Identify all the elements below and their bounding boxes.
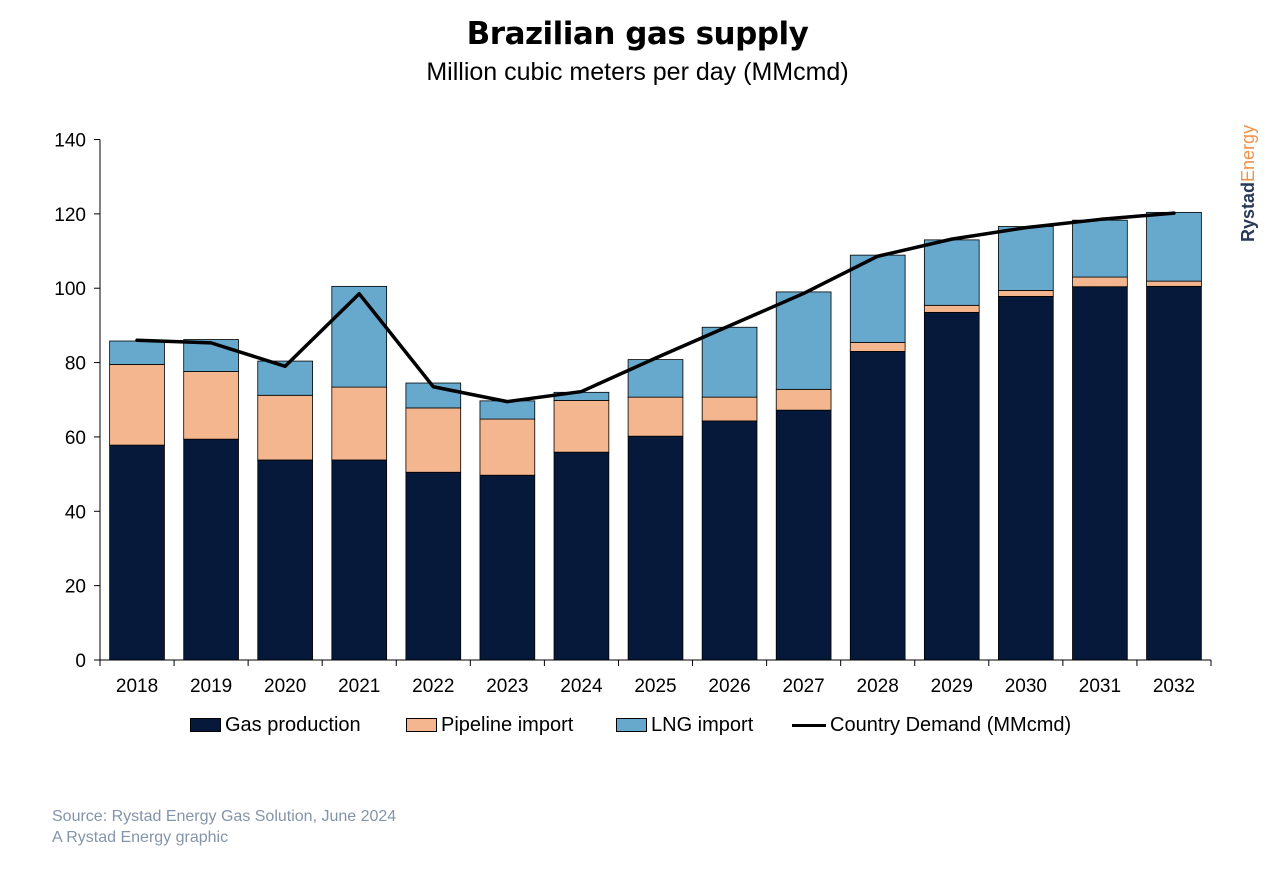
legend-swatch-lng-import	[616, 718, 647, 732]
bar-pipeline-import-2019	[183, 371, 239, 440]
bar-pipeline-import-2024	[553, 400, 610, 453]
legend-item-gas-production: Gas production	[190, 712, 361, 738]
bar-gas-production-2029	[923, 311, 980, 661]
graphic-credit: A Rystad Energy graphic	[52, 829, 229, 846]
y-tick-label-120: 120	[54, 205, 86, 226]
y-tick-label-20: 20	[65, 577, 86, 598]
bar-gas-production-2023	[479, 474, 536, 661]
x-tick-label-2028: 2028	[857, 676, 899, 697]
bar-gas-production-2030	[998, 295, 1054, 661]
bar-lng-import-2023	[479, 400, 536, 420]
chart-subtitle: Million cubic meters per day (MMcmd)	[426, 58, 849, 86]
x-tick-label-2027: 2027	[782, 676, 824, 697]
bar-pipeline-import-2031	[1072, 276, 1128, 288]
bar-pipeline-import-2020	[257, 394, 313, 461]
legend-label-lng-import: LNG import	[651, 713, 754, 736]
x-tick-label-2023: 2023	[486, 676, 528, 697]
bar-lng-import-2029	[923, 239, 980, 306]
bar-gas-production-2019	[183, 438, 239, 661]
bar-lng-import-2031	[1072, 219, 1128, 278]
bar-pipeline-import-2030	[998, 290, 1054, 297]
y-tick-label-40: 40	[65, 502, 86, 523]
legend-label-pipeline-import: Pipeline import	[441, 713, 574, 736]
bar-gas-production-2032	[1146, 285, 1202, 661]
legend-label-country-demand: Country Demand (MMcmd)	[830, 713, 1072, 736]
bar-lng-import-2022	[405, 382, 462, 409]
bar-pipeline-import-2029	[923, 304, 980, 313]
x-tick-label-2019: 2019	[190, 676, 232, 697]
x-tick-label-2021: 2021	[338, 676, 380, 697]
brand-logo-rystad: Rystad	[1238, 182, 1258, 242]
bar-gas-production-2026	[701, 420, 758, 661]
x-tick-label-2022: 2022	[412, 676, 454, 697]
bar-pipeline-import-2028	[849, 342, 906, 352]
bar-gas-production-2031	[1072, 286, 1128, 661]
x-tick-label-2029: 2029	[931, 676, 973, 697]
y-tick-label-0: 0	[75, 651, 86, 672]
y-tick-label-100: 100	[54, 279, 86, 300]
bar-lng-import-2027	[775, 291, 832, 390]
legend-item-pipeline-import: Pipeline import	[406, 712, 573, 738]
bar-pipeline-import-2032	[1146, 280, 1202, 287]
bar-gas-production-2025	[627, 435, 684, 661]
bar-gas-production-2027	[775, 409, 832, 661]
bar-lng-import-2032	[1146, 211, 1202, 282]
bar-pipeline-import-2018	[109, 364, 165, 446]
x-tick-label-2031: 2031	[1079, 676, 1121, 697]
chart-legend: Gas production Pipeline import LNG impor…	[0, 712, 1275, 738]
x-tick-label-2032: 2032	[1153, 676, 1195, 697]
x-tick-label-2025: 2025	[634, 676, 676, 697]
bar-lng-import-2028	[849, 254, 906, 343]
y-tick-label-80: 80	[65, 354, 86, 375]
svg-text:RystadEnergy: RystadEnergy	[1238, 125, 1258, 242]
bar-lng-import-2021	[331, 285, 388, 388]
bar-lng-import-2026	[701, 326, 758, 398]
bar-pipeline-import-2021	[331, 386, 388, 461]
bar-lng-import-2030	[998, 226, 1054, 291]
legend-label-gas-production: Gas production	[225, 713, 361, 736]
source-line: Source: Rystad Energy Gas Solution, June…	[52, 808, 397, 825]
brand-logo-energy: Energy	[1238, 125, 1258, 182]
bar-gas-production-2022	[405, 471, 462, 661]
legend-item-country-demand: Country Demand (MMcmd)	[792, 712, 1071, 738]
bar-gas-production-2018	[109, 444, 165, 661]
bar-gas-production-2020	[257, 459, 313, 661]
bar-gas-production-2028	[849, 351, 906, 661]
bar-pipeline-import-2022	[405, 407, 462, 473]
y-tick-label-140: 140	[54, 131, 86, 152]
x-tick-label-2020: 2020	[264, 676, 306, 697]
legend-swatch-gas-production	[190, 718, 221, 732]
bar-pipeline-import-2027	[775, 388, 832, 411]
legend-item-lng-import: LNG import	[616, 712, 753, 738]
chart-title: Brazilian gas supply	[466, 16, 809, 52]
y-tick-label-60: 60	[65, 428, 86, 449]
x-tick-label-2024: 2024	[560, 676, 603, 697]
bar-gas-production-2024	[553, 451, 610, 661]
bar-pipeline-import-2026	[701, 396, 758, 422]
legend-line-country-demand	[792, 723, 826, 727]
brand-logo: RystadEnergy	[1226, 110, 1266, 250]
bar-pipeline-import-2023	[479, 418, 536, 476]
x-tick-label-2030: 2030	[1005, 676, 1047, 697]
x-tick-label-2026: 2026	[708, 676, 750, 697]
bar-gas-production-2021	[331, 459, 388, 661]
source-note: Source: Rystad Energy Gas Solution, June…	[52, 806, 396, 848]
bar-lng-import-2019	[183, 339, 239, 372]
x-tick-label-2018: 2018	[116, 676, 158, 697]
legend-swatch-pipeline-import	[406, 718, 437, 732]
bar-lng-import-2018	[109, 340, 165, 365]
bar-pipeline-import-2025	[627, 396, 684, 437]
